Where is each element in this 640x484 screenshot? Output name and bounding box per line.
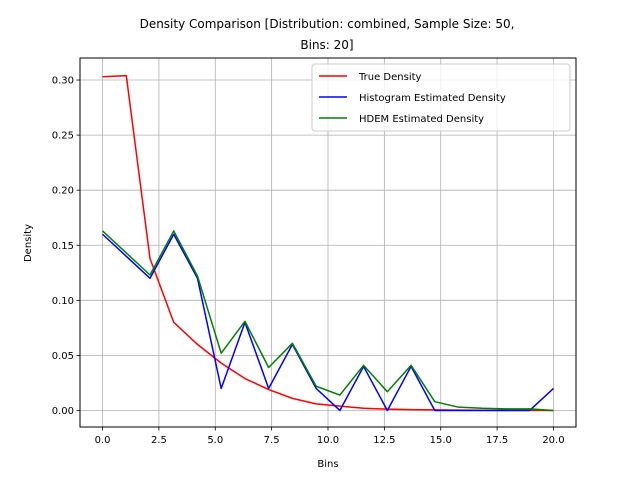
x-axis-label: Bins (317, 459, 338, 470)
x-tick-label: 0.0 (95, 435, 111, 446)
series-lines (102, 74, 554, 412)
x-tick-label: 10.0 (317, 435, 339, 446)
y-tick-label: 0.05 (52, 351, 74, 362)
legend-box (311, 63, 571, 132)
x-tick-label: 2.5 (151, 435, 167, 446)
y-axis-ticks: 0.00 0.05 0.10 0.15 0.20 0.25 0.30 (52, 76, 80, 417)
x-tick-label: 12.5 (373, 435, 395, 446)
chart-title-line-1: Density Comparison [Distribution: combin… (140, 17, 515, 31)
x-tick-label: 20.0 (542, 435, 564, 446)
x-tick-label: 7.5 (264, 435, 280, 446)
x-tick-label: 5.0 (207, 435, 223, 446)
x-tick-label: 17.5 (486, 435, 508, 446)
x-tick-label: 15.0 (430, 435, 452, 446)
legend-label-hdem-density: HDEM Estimated Density (359, 114, 484, 125)
y-axis-label: Density (23, 224, 34, 262)
x-axis-ticks: 0.0 2.5 5.0 7.5 10.0 12.5 15.0 17.5 20.0 (95, 427, 565, 446)
y-tick-label: 0.30 (52, 76, 74, 87)
legend-label-histogram-density: Histogram Estimated Density (359, 93, 506, 104)
y-tick-label: 0.00 (52, 406, 74, 417)
legend-label-true-density: True Density (358, 72, 422, 83)
legend: True Density Histogram Estimated Density… (311, 63, 571, 132)
y-tick-label: 0.25 (52, 131, 74, 142)
y-tick-label: 0.10 (52, 296, 74, 307)
y-tick-label: 0.15 (52, 241, 74, 252)
hdem-density-line (102, 230, 554, 412)
y-tick-label: 0.20 (52, 186, 74, 197)
histogram-density-line (102, 233, 554, 412)
chart-title-line-2: Bins: 20] (300, 38, 353, 52)
